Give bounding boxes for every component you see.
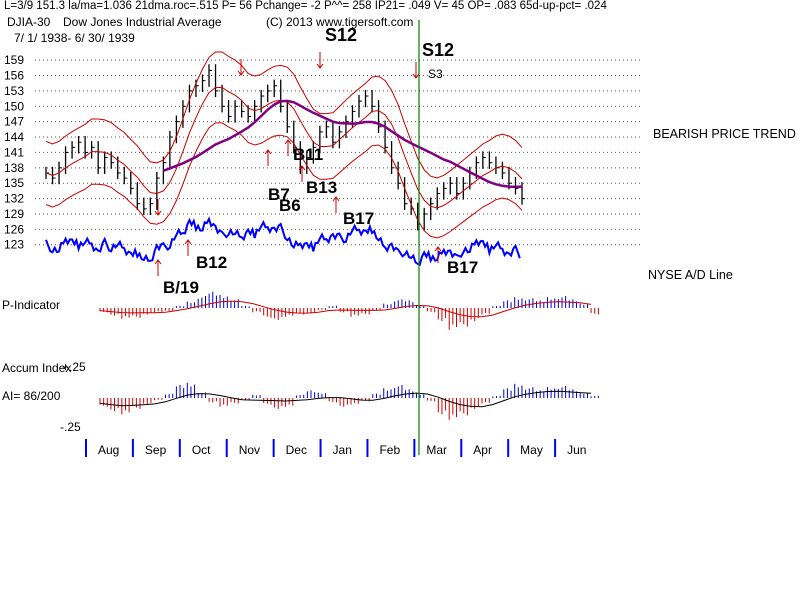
signal-s12-right: S12 bbox=[422, 40, 455, 60]
copyright: (C) 2013 www.tigersoft.com bbox=[266, 15, 414, 29]
stats-line: L=3/9 151.3 la/ma=1.036 21dma.roc=.515 P… bbox=[4, 0, 607, 12]
symbol-label: DJIA-30 bbox=[7, 15, 51, 29]
accum-title: Accum Index bbox=[2, 361, 72, 375]
signal-arrowhead bbox=[434, 246, 442, 252]
date-range: 7/ 1/ 1938- 6/ 30/ 1939 bbox=[14, 31, 135, 45]
y-tick-label: 138 bbox=[4, 161, 24, 175]
signal-s12-left: S12 bbox=[325, 25, 358, 45]
y-tick-label: 150 bbox=[4, 99, 24, 113]
signal-arrowhead bbox=[154, 210, 162, 216]
y-tick-label: 147 bbox=[4, 115, 24, 129]
p-indicator-label: P-Indicator bbox=[2, 298, 61, 312]
signal-b6: B6 bbox=[279, 196, 301, 215]
month-label: Dec bbox=[286, 443, 307, 457]
trend-label: BEARISH PRICE TREND bbox=[653, 127, 796, 141]
accum-top-tick: +.25 bbox=[62, 360, 86, 374]
y-tick-label: 132 bbox=[4, 192, 24, 206]
month-label: Oct bbox=[192, 443, 211, 457]
y-tick-label: 123 bbox=[4, 238, 24, 252]
y-tick-label: 159 bbox=[4, 53, 24, 67]
month-label: May bbox=[520, 443, 543, 457]
signal-arrowhead bbox=[264, 149, 272, 155]
y-tick-label: 141 bbox=[4, 145, 24, 159]
signal-b7: B7 bbox=[268, 185, 290, 204]
signal-b17-left: B17 bbox=[343, 209, 375, 228]
y-tick-label: 153 bbox=[4, 84, 24, 98]
month-label: Sep bbox=[145, 443, 167, 457]
ma-65 bbox=[162, 99, 523, 189]
lower-band bbox=[45, 122, 523, 239]
y-tick-label: 144 bbox=[4, 130, 24, 144]
accum-bottom-tick: -.25 bbox=[60, 420, 81, 434]
month-label: Jun bbox=[567, 443, 586, 457]
index-name: Dow Jones Industrial Average bbox=[63, 15, 222, 29]
signal-arrowhead bbox=[332, 196, 340, 202]
signal-b19: B/19 bbox=[163, 278, 199, 297]
y-tick-label: 126 bbox=[4, 222, 24, 236]
month-label: Apr bbox=[473, 443, 492, 457]
signal-arrowhead bbox=[284, 139, 292, 145]
ad-line-label: NYSE A/D Line bbox=[648, 268, 733, 282]
signal-arrowhead bbox=[154, 259, 162, 265]
ad-line bbox=[45, 216, 521, 267]
y-tick-label: 156 bbox=[4, 69, 24, 83]
accum-label: Accum Index bbox=[2, 361, 82, 375]
upper-band bbox=[45, 51, 523, 179]
month-label: Mar bbox=[426, 443, 447, 457]
signal-arrowhead bbox=[237, 70, 245, 76]
signal-arrowhead bbox=[184, 239, 192, 245]
accum-bar-avg bbox=[99, 390, 592, 408]
signal-arrowhead bbox=[298, 165, 306, 171]
y-tick-label: 135 bbox=[4, 176, 24, 190]
y-tick-label: 129 bbox=[4, 207, 24, 221]
month-label: Feb bbox=[379, 443, 400, 457]
signal-b13: B13 bbox=[306, 178, 338, 197]
month-label: Jan bbox=[333, 443, 352, 457]
signal-b17-right: B17 bbox=[447, 258, 479, 277]
month-label: Aug bbox=[98, 443, 119, 457]
month-label: Nov bbox=[239, 443, 260, 457]
ai-label: AI= 86/200 bbox=[2, 389, 61, 403]
signal-b12: B12 bbox=[196, 253, 228, 272]
signal-s3: S3 bbox=[428, 67, 443, 81]
signal-arrowhead bbox=[412, 73, 420, 79]
signal-b11: B11 bbox=[293, 145, 324, 164]
p-indicator-bar-avg bbox=[99, 300, 592, 318]
signal-arrowhead bbox=[316, 63, 324, 69]
